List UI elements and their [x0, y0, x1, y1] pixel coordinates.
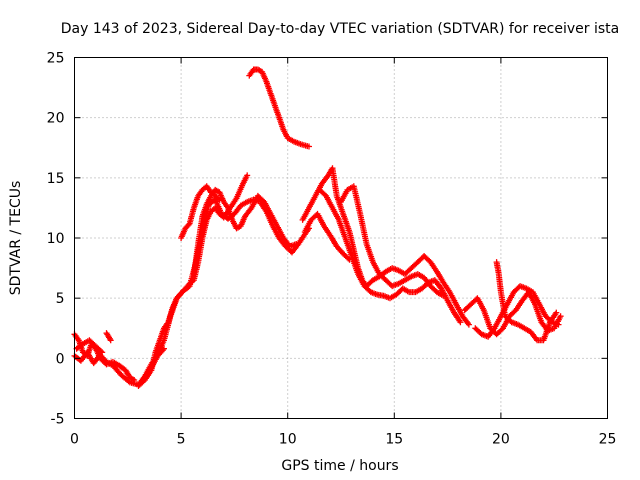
axis-ticks: 0 5 10 15 20 25 -5 0 5 10 15 20 25	[47, 51, 617, 448]
data-point-markers	[316, 186, 464, 326]
x-tick-label: 25	[599, 432, 617, 448]
series-satellite-track-12	[338, 183, 447, 299]
y-tick-label: 5	[56, 291, 65, 307]
x-tick-label: 15	[385, 432, 403, 448]
data-point-markers	[301, 210, 353, 263]
series-satellite-track-4	[103, 330, 114, 344]
data-point-markers	[178, 183, 223, 241]
data-point-markers	[493, 259, 560, 344]
series-satellite-track-11	[316, 186, 464, 326]
series-satellite-track-3	[73, 337, 106, 356]
data-point-markers	[338, 183, 447, 299]
data-point-markers	[246, 66, 312, 150]
data-point-markers	[141, 196, 312, 380]
data-point-markers	[299, 165, 472, 328]
y-tick-label: -5	[51, 412, 65, 428]
y-tick-label: 20	[47, 111, 65, 127]
x-tick-label: 5	[177, 432, 186, 448]
grid	[74, 57, 608, 419]
chart-title: Day 143 of 2023, Sidereal Day-to-day VTE…	[61, 21, 619, 37]
y-tick-label: 25	[47, 51, 65, 67]
y-tick-label: 10	[47, 231, 65, 247]
series-satellite-track-7	[190, 186, 300, 278]
series-satellite-track-10	[299, 165, 472, 328]
series-satellite-track-16	[493, 259, 560, 344]
data-point-markers	[103, 330, 114, 344]
x-tick-label: 10	[279, 432, 297, 448]
series-satellite-track-6	[141, 196, 312, 380]
y-tick-label: 15	[47, 171, 65, 187]
x-axis-label: GPS time / hours	[281, 458, 398, 474]
series-satellite-track-8	[178, 183, 223, 241]
x-tick-label: 0	[70, 432, 79, 448]
series-satellite-track-13	[301, 210, 353, 263]
y-axis-label: SDTVAR / TECUs	[8, 181, 24, 296]
data-series	[71, 66, 564, 389]
data-point-markers	[73, 337, 106, 356]
data-point-markers	[190, 186, 300, 278]
x-tick-label: 20	[492, 432, 510, 448]
series-satellite-track-9	[246, 66, 312, 150]
y-tick-label: 0	[56, 351, 65, 367]
